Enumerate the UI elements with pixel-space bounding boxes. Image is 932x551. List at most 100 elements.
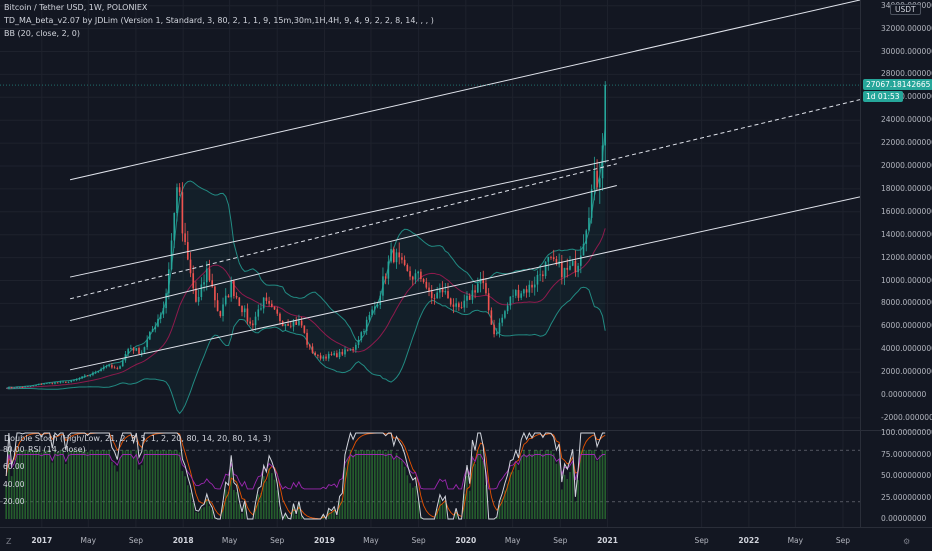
stoch-histogram-bar	[179, 452, 181, 519]
indicator-td-ma-legend[interactable]: TD_MA_beta_v2.07 by JDLim (Version 1, St…	[4, 16, 434, 25]
candle-body	[198, 297, 200, 302]
candle-body	[238, 297, 240, 305]
price-scale[interactable]: 34000.0000000032000.0000000030000.000000…	[860, 0, 932, 430]
settings-gear-icon[interactable]: ⚙	[903, 537, 910, 546]
stoch-histogram-bar	[127, 450, 129, 519]
stoch-histogram-bar	[583, 450, 585, 519]
candle-body	[347, 350, 349, 351]
candle-body	[54, 383, 56, 384]
stoch-histogram-bar	[602, 450, 604, 519]
osc-tick-label: 0.00000000	[881, 514, 926, 523]
price-tick-label: 8000.00000000	[881, 298, 932, 307]
candle-body	[192, 273, 194, 288]
stoch-histogram-bar	[190, 493, 192, 519]
candle-body	[396, 252, 398, 262]
currency-selector[interactable]: USDT	[890, 4, 921, 15]
candle-body	[46, 383, 48, 384]
candle-body	[217, 300, 219, 311]
osc-tick-label: 25.00000000	[881, 493, 931, 502]
candle-body	[594, 171, 596, 190]
stoch-histogram-bar	[198, 513, 200, 519]
stoch-histogram-bar	[60, 450, 62, 519]
candle-body	[350, 349, 352, 351]
stoch-histogram-bar	[62, 450, 64, 519]
candle-body	[293, 321, 295, 326]
stoch-histogram-bar	[173, 450, 175, 519]
candle-body	[203, 282, 205, 284]
stoch-histogram-bar	[184, 476, 186, 519]
candle-body	[477, 284, 479, 293]
time-tick-label: Sep	[695, 536, 709, 545]
stoch-histogram-bar	[154, 450, 156, 519]
candle-body	[14, 388, 16, 389]
candle-body	[295, 321, 297, 325]
candle-body	[100, 369, 102, 371]
stoch-histogram-bar	[241, 513, 243, 519]
candle-body	[360, 332, 362, 340]
stoch-histogram-bar	[466, 476, 468, 519]
candle-body	[426, 282, 428, 288]
stoch-histogram-bar	[585, 450, 587, 519]
timezone-icon[interactable]: Z	[6, 537, 11, 546]
candle-body	[412, 277, 414, 280]
candle-body	[263, 298, 265, 309]
stoch-histogram-bar	[409, 483, 411, 519]
candle-body	[564, 268, 566, 277]
candle-body	[106, 366, 108, 367]
stoch-histogram-bar	[168, 450, 170, 519]
indicator-bb-legend[interactable]: BB (20, close, 2, 0)	[4, 29, 80, 38]
candle-body	[149, 332, 151, 340]
candle-body	[523, 289, 525, 293]
stoch-histogram-bar	[46, 450, 48, 519]
rsi-legend[interactable]: RSI (14, close)	[28, 445, 86, 454]
stoch-histogram-bar	[238, 504, 240, 519]
stoch-histogram-bar	[176, 450, 178, 519]
oscillator-svg[interactable]	[0, 431, 860, 527]
price-tick-label: 16000.00000000	[881, 207, 932, 216]
stoch-histogram-bar	[390, 450, 392, 519]
candle-body	[336, 353, 338, 357]
candle-body	[420, 272, 422, 279]
stoch-histogram-bar	[360, 450, 362, 519]
candle-body	[168, 269, 170, 293]
stoch-histogram-bar	[480, 450, 482, 519]
candle-body	[98, 371, 100, 372]
candle-body	[331, 354, 333, 355]
stoch-histogram-bar	[469, 491, 471, 519]
candle-body	[444, 291, 446, 292]
candle-body	[423, 279, 425, 282]
time-tick-label: May	[505, 536, 521, 545]
candle-body	[22, 387, 24, 388]
candle-body	[190, 260, 192, 274]
stoch-histogram-bar	[160, 450, 162, 519]
candle-body	[515, 290, 517, 296]
time-tick-label: May	[81, 536, 97, 545]
candle-body	[320, 355, 322, 358]
candle-body	[260, 308, 262, 309]
time-tick-label: May	[788, 536, 804, 545]
stoch-histogram-bar	[43, 450, 45, 519]
candle-body	[407, 265, 409, 271]
candle-body	[187, 242, 189, 260]
stoch-histogram-bar	[401, 461, 403, 519]
candle-body	[81, 377, 83, 379]
candle-body	[355, 345, 357, 350]
price-tick-label: -2000.00000000	[881, 413, 932, 422]
price-chart-svg[interactable]	[0, 0, 860, 430]
candle-body	[339, 352, 341, 357]
candle-body	[176, 187, 178, 213]
candle-body	[442, 289, 444, 293]
time-tick-label: Sep	[270, 536, 284, 545]
candle-body	[255, 317, 257, 326]
candle-body	[117, 368, 119, 369]
price-tick-label: 22000.00000000	[881, 138, 932, 147]
stoch-legend[interactable]: Double Stoch (High/Low, 21, 2, 3, 5, 1, …	[4, 434, 271, 443]
stoch-histogram-bar	[236, 492, 238, 519]
candle-body	[417, 272, 419, 274]
stoch-histogram-bar	[79, 450, 81, 519]
current-price-label: 27067.18142665	[863, 79, 932, 90]
oscillator-pane[interactable]: Double Stoch (High/Low, 21, 2, 3, 5, 1, …	[0, 431, 860, 527]
main-chart-pane[interactable]: Bitcoin / Tether USD, 1W, POLONIEX TD_MA…	[0, 0, 860, 430]
